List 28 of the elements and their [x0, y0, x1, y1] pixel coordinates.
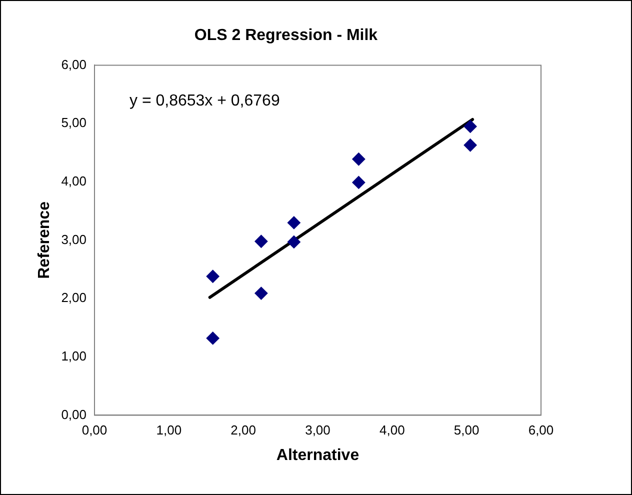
x-tick-label: 4,00: [380, 422, 405, 438]
point: [254, 286, 268, 300]
annotation: y = 0,8653x + 0,6769: [130, 92, 280, 110]
point: [352, 152, 366, 166]
x-tick-label: 0,00: [82, 422, 108, 438]
y-axis-title: Reference: [36, 201, 54, 279]
x-tick-label: 3,00: [305, 422, 330, 438]
point: [464, 120, 477, 133]
point: [254, 234, 268, 248]
y-tick-label: 2,00: [61, 290, 86, 306]
y-tick-label: 6,00: [61, 56, 86, 72]
point: [206, 332, 220, 345]
y-tick-label: 1,00: [61, 348, 86, 364]
x-tick-label: 5,00: [454, 422, 480, 438]
point: [464, 138, 477, 152]
point: [206, 270, 220, 283]
x-tick-label: 6,00: [528, 422, 554, 438]
y-tick-label: 3,00: [61, 232, 86, 247]
y-tick-label: 4,00: [61, 173, 86, 188]
point: [352, 176, 366, 189]
x-tick-label: 1,00: [156, 422, 182, 438]
point: [287, 216, 300, 230]
x-axis-title: Alternative: [276, 446, 360, 464]
x-tick-label: 2,00: [230, 422, 256, 438]
y-tick-label: 0,00: [61, 406, 86, 422]
point: [287, 235, 300, 248]
y-tick-label: 5,00: [61, 115, 86, 130]
chart-title: OLS 2 Regression - Milk: [194, 27, 378, 44]
